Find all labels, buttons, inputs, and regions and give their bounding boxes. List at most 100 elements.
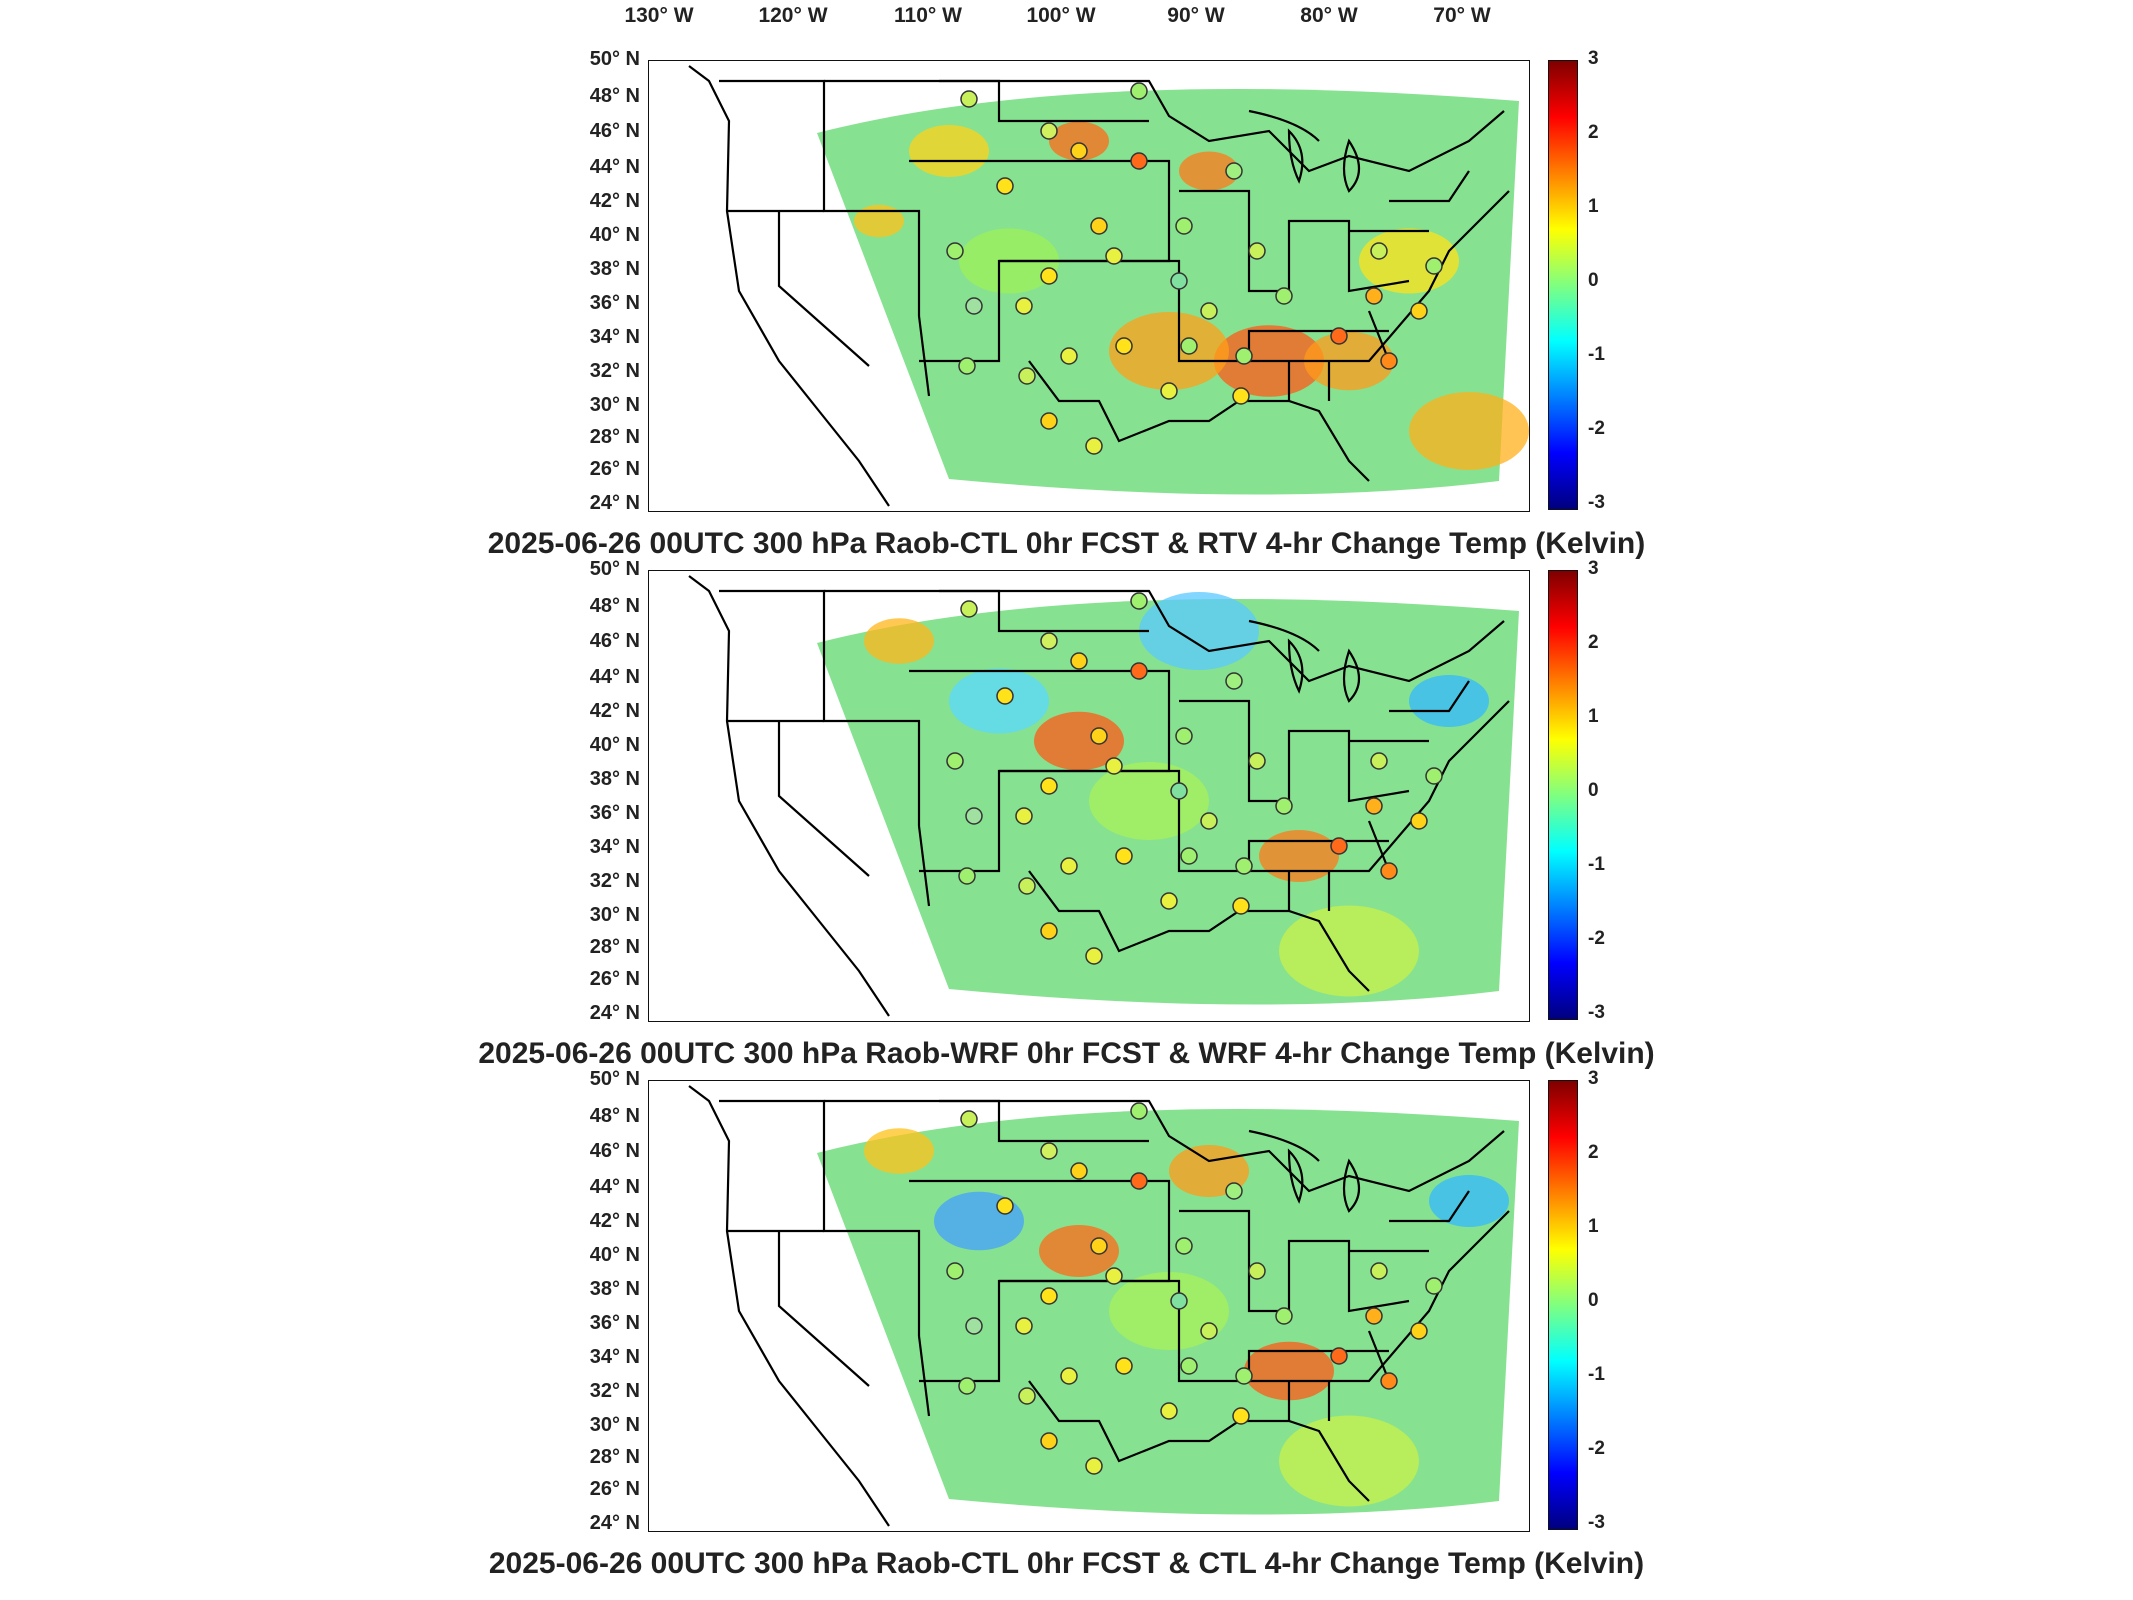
station-marker — [1115, 337, 1133, 355]
station-marker — [1330, 327, 1348, 345]
station-marker — [1040, 1432, 1058, 1450]
lat-label: 24° N — [589, 1002, 640, 1024]
station-marker — [1070, 652, 1088, 670]
colorbar-tick-label: -1 — [1588, 1364, 1605, 1385]
lat-label: 28° N — [589, 936, 640, 958]
lat-label: 46° N — [589, 630, 640, 652]
station-marker — [1225, 162, 1243, 180]
station-marker — [1105, 757, 1123, 775]
station-marker — [1040, 1287, 1058, 1305]
lat-label: 44° N — [589, 666, 640, 688]
colorbar-tick-label: 0 — [1588, 270, 1599, 291]
lat-label: 50° N — [589, 558, 640, 580]
station-marker — [1200, 302, 1218, 320]
lat-label: 40° N — [589, 1244, 640, 1266]
map-panel-2: 50° N 48° N 46° N 44° N 42° N 40° N 38° N 36° N… — [0, 558, 2133, 1080]
station-marker — [1175, 1237, 1193, 1255]
colorbar-tick-label: 1 — [1588, 1216, 1599, 1237]
lat-label: 42° N — [589, 190, 640, 212]
map-frame — [648, 60, 1530, 512]
station-markers — [946, 1102, 1443, 1475]
station-marker — [1060, 857, 1078, 875]
station-marker — [1040, 1142, 1058, 1160]
station-marker — [1130, 82, 1148, 100]
station-marker — [958, 1377, 976, 1395]
colorbar — [1548, 60, 1578, 510]
station-markers — [946, 82, 1443, 455]
station-marker — [1018, 1387, 1036, 1405]
station-marker — [1380, 352, 1398, 370]
station-marker — [1425, 257, 1443, 275]
station-marker — [946, 752, 964, 770]
station-marker — [1160, 892, 1178, 910]
lat-label: 38° N — [589, 768, 640, 790]
station-marker — [1232, 897, 1250, 915]
station-marker — [996, 177, 1014, 195]
station-marker — [1015, 297, 1033, 315]
station-marker — [1380, 1372, 1398, 1390]
lat-label: 40° N — [589, 224, 640, 246]
station-marker — [1410, 1322, 1428, 1340]
anomaly-patch — [1244, 1341, 1334, 1401]
colorbar-tick-label: 3 — [1588, 48, 1599, 69]
anomaly-patch — [1409, 675, 1489, 727]
station-marker — [1090, 217, 1108, 235]
lat-label: 40° N — [589, 734, 640, 756]
lon-label-100w: 100° W — [1026, 4, 1096, 27]
station-marker — [1232, 387, 1250, 405]
anomaly-patch — [1139, 592, 1259, 670]
colorbar-tick-label: -3 — [1588, 1512, 1605, 1533]
lat-label: 50° N — [589, 1068, 640, 1090]
lon-label-80w: 80° W — [1300, 4, 1358, 27]
station-marker — [946, 242, 964, 260]
station-marker — [1170, 272, 1188, 290]
station-marker — [1232, 1407, 1250, 1425]
lat-label: 42° N — [589, 700, 640, 722]
station-marker — [1015, 1317, 1033, 1335]
anomaly-patch — [1279, 1415, 1419, 1507]
lon-label-120w: 120° W — [758, 4, 828, 27]
lat-label: 48° N — [589, 85, 640, 107]
station-marker — [1018, 877, 1036, 895]
station-marker — [1370, 752, 1388, 770]
station-marker — [1410, 302, 1428, 320]
station-marker — [1180, 1357, 1198, 1375]
anomaly-patch — [1109, 1272, 1229, 1350]
lon-label-130w: 130° W — [624, 4, 694, 27]
colorbar — [1548, 1080, 1578, 1530]
colorbar-tick-label: -1 — [1588, 854, 1605, 875]
lat-label: 42° N — [589, 1210, 640, 1232]
station-marker — [1365, 287, 1383, 305]
map-svg — [688, 575, 1519, 1017]
station-marker — [946, 1262, 964, 1280]
station-marker — [1248, 242, 1266, 260]
lat-label: 38° N — [589, 258, 640, 280]
station-marker — [996, 687, 1014, 705]
lat-label: 34° N — [589, 1346, 640, 1368]
station-marker — [1425, 1277, 1443, 1295]
coastline-borders — [688, 575, 1510, 1017]
map-frame — [648, 1080, 1530, 1532]
anomaly-patch — [1279, 905, 1419, 997]
lat-label: 26° N — [589, 1478, 640, 1500]
station-marker — [1015, 807, 1033, 825]
lat-label: 32° N — [589, 870, 640, 892]
anomaly-patch — [1109, 312, 1229, 390]
lat-label: 46° N — [589, 120, 640, 142]
station-marker — [1070, 142, 1088, 160]
lat-label: 32° N — [589, 1380, 640, 1402]
station-marker — [1060, 347, 1078, 365]
lat-label: 36° N — [589, 802, 640, 824]
anomaly-patch — [1089, 762, 1209, 840]
lat-label: 24° N — [589, 492, 640, 514]
lon-label-90w: 90° W — [1167, 4, 1225, 27]
lat-label: 36° N — [589, 1312, 640, 1334]
lat-label: 30° N — [589, 394, 640, 416]
station-marker — [1380, 862, 1398, 880]
station-marker — [996, 1197, 1014, 1215]
anomaly-patch — [864, 618, 934, 664]
anomaly-patch — [854, 204, 904, 238]
colorbar-tick-label: -2 — [1588, 418, 1605, 439]
station-marker — [1105, 1267, 1123, 1285]
colorbar-tick-label: 1 — [1588, 706, 1599, 727]
